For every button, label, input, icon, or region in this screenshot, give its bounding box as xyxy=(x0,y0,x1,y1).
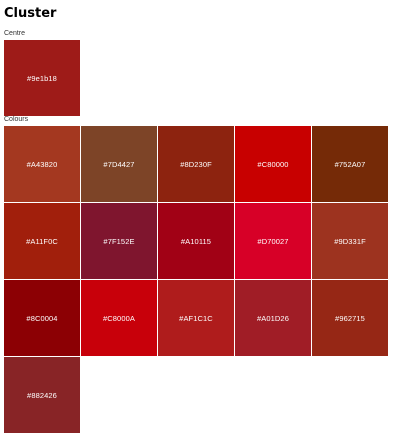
colour-swatch: #962715 xyxy=(312,280,388,356)
centre-section-label: Centre xyxy=(4,30,26,37)
colours-section-label: Colours xyxy=(4,116,29,123)
colour-swatch-code: #8C0004 xyxy=(26,313,58,323)
colour-swatch: #A43820 xyxy=(4,126,80,202)
colour-swatch-code: #D70027 xyxy=(257,236,289,246)
colour-swatch-code: #7F152E xyxy=(103,236,135,246)
colour-swatch: #8D230F xyxy=(158,126,234,202)
colour-swatch-code: #A10115 xyxy=(180,236,212,246)
colour-swatch: #7F152E xyxy=(81,203,157,279)
colour-swatch: #D70027 xyxy=(235,203,311,279)
centre-swatch: #9e1b18 xyxy=(4,40,80,116)
colour-swatch-code: #AF1C1C xyxy=(179,313,213,323)
centre-swatch-code: #9e1b18 xyxy=(27,73,57,83)
colour-swatch-code: #9D331F xyxy=(334,236,366,246)
colour-swatch: #A11F0C xyxy=(4,203,80,279)
colour-swatch: #7D4427 xyxy=(81,126,157,202)
colour-swatch: #AF1C1C xyxy=(158,280,234,356)
colour-swatch-code: #A43820 xyxy=(26,159,58,169)
colour-swatch: #C80000 xyxy=(235,126,311,202)
colour-swatch-code: #962715 xyxy=(335,313,365,323)
colour-swatch: #9D331F xyxy=(312,203,388,279)
colour-swatch-code: #752A07 xyxy=(334,159,366,169)
colour-swatch-code: #C8000A xyxy=(103,313,135,323)
colour-swatch: #882426 xyxy=(4,357,80,433)
colour-swatch-code: #A01D26 xyxy=(257,313,289,323)
colour-swatch-code: #7D4427 xyxy=(103,159,135,169)
colours-grid: #A43820 #7D4427 #8D230F #C80000 #752A07 #A11F… xyxy=(4,126,389,433)
colour-swatch: #8C0004 xyxy=(4,280,80,356)
colour-swatch: #A10115 xyxy=(158,203,234,279)
colour-swatch-code: #C80000 xyxy=(257,159,289,169)
colour-swatch: #C8000A xyxy=(81,280,157,356)
colour-swatch: #752A07 xyxy=(312,126,388,202)
colour-swatch: #A01D26 xyxy=(235,280,311,356)
colour-swatch-code: #8D230F xyxy=(180,159,212,169)
colour-swatch-code: #A11F0C xyxy=(26,236,58,246)
colour-swatch-code: #882426 xyxy=(27,390,57,400)
page-title: Cluster xyxy=(4,6,57,21)
